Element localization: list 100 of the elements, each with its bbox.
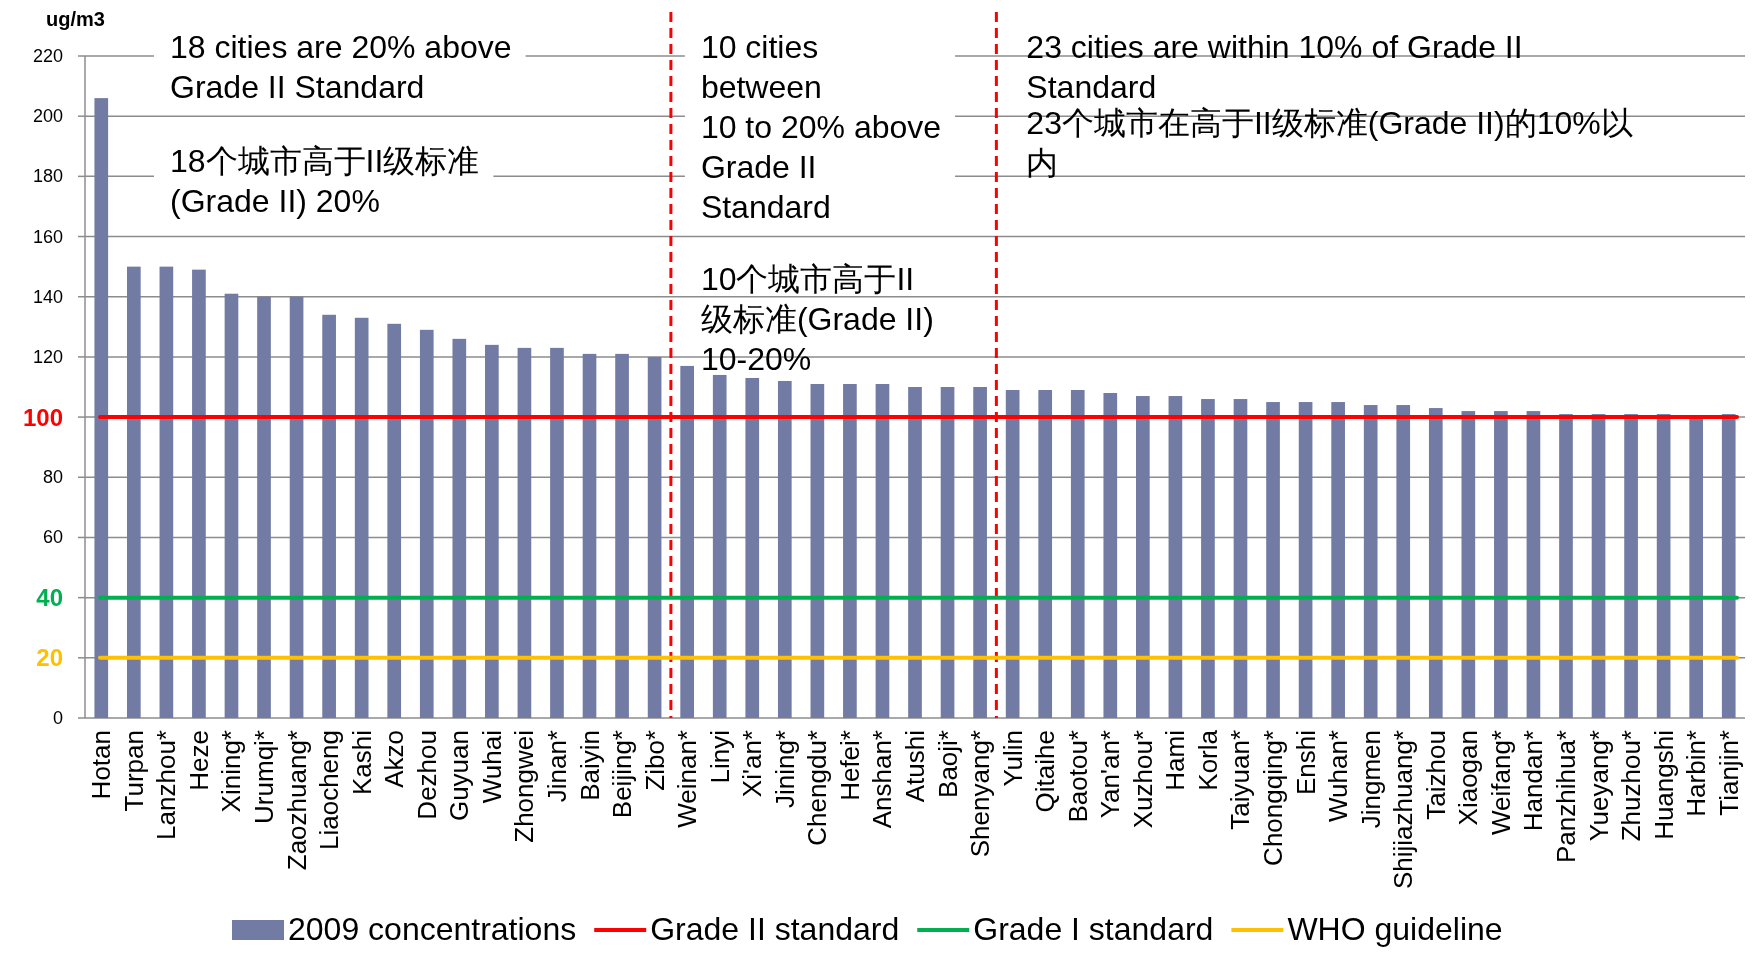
bar (550, 347, 564, 718)
x-tick-label: Yulin (997, 730, 1028, 787)
legend-label: WHO guideline (1287, 911, 1503, 947)
x-tick-label: Turpan (118, 730, 149, 812)
x-tick-label: Hefei* (834, 730, 865, 801)
bar (126, 266, 141, 718)
bar (1656, 414, 1671, 718)
bar (1591, 414, 1606, 718)
x-tick-label: Kashi (346, 730, 377, 796)
bar (647, 356, 662, 718)
bar (1689, 417, 1704, 718)
x-tick-label: Panzhihua* (1550, 730, 1581, 863)
x-tick-label: Shijiazhuang* (1388, 730, 1419, 890)
x-tick-label: Xiaogan (1453, 730, 1484, 826)
x-tick-label: Taizhou (1420, 730, 1451, 820)
bar (1136, 396, 1150, 718)
bar (419, 329, 434, 718)
x-tick-label: Linyi (704, 730, 735, 784)
bar (452, 338, 467, 718)
x-tick-label: Wuhan* (1323, 730, 1354, 823)
x-tick-label: Zibo* (639, 730, 670, 791)
y-tick-label: 20 (36, 644, 63, 672)
bar (1363, 405, 1378, 718)
annotation: 18 cities are 20% above Grade II Standard (170, 29, 512, 105)
bar (745, 377, 760, 718)
x-tick-label: Guyuan (444, 730, 475, 822)
bar (94, 98, 109, 718)
x-tick-label: Zhongwei (509, 730, 540, 843)
x-tick-label: Korla (1192, 729, 1223, 791)
y-tick-label: 120 (32, 346, 63, 367)
x-tick-label: Taiyuan* (1225, 730, 1256, 830)
y-tick-label: 0 (52, 708, 63, 728)
bar (973, 387, 987, 718)
bar (192, 269, 206, 718)
y-tick-label: 180 (32, 166, 63, 187)
x-tick-label: Xining* (216, 730, 247, 813)
x-tick-label: Akzo (379, 730, 410, 788)
bar (1233, 399, 1248, 718)
y-axis-title: ug/m3 (46, 8, 105, 30)
bar (908, 387, 922, 718)
bar (224, 293, 239, 718)
bar (1298, 402, 1313, 718)
x-tick-label: Handan* (1518, 730, 1549, 832)
annotation: 10个城市高于II级标准(Grade II) 10-20% (700, 261, 934, 377)
bar (1331, 402, 1345, 718)
annotation: 10 cities between 10 to 20% above Grade II Standard (700, 29, 942, 225)
y-tick-label: 220 (32, 46, 63, 66)
bar (1038, 390, 1053, 718)
bar (322, 314, 336, 718)
bar (1526, 411, 1541, 718)
x-tick-label: Urumqi* (249, 730, 280, 824)
bar (1624, 414, 1638, 718)
x-tick-label: Harbin* (1681, 730, 1712, 817)
bar (615, 353, 629, 718)
y-tick-label: 140 (32, 286, 63, 307)
x-tick-label: Xuzhou* (1127, 730, 1158, 829)
x-tick-label: Jingmen (1355, 730, 1386, 829)
y-tick-label: 80 (42, 467, 63, 488)
x-tick-label: Baotou* (1062, 730, 1093, 823)
bar (354, 317, 369, 718)
x-tick-label: Weinan* (672, 730, 703, 828)
bar (1721, 414, 1736, 718)
bar (1266, 402, 1280, 718)
annotation: 23 cities are within 10% of Grade II Standard (1026, 29, 1523, 105)
x-tick-label: Jining* (769, 730, 800, 809)
bar (1070, 390, 1085, 718)
x-tick-label: Xi'an* (737, 730, 768, 798)
legend-label: 2009 concentrations (288, 911, 577, 947)
bar (1005, 390, 1020, 718)
bar (582, 353, 597, 718)
x-tick-label: Huangshi (1648, 730, 1679, 840)
bar (387, 323, 402, 718)
bar (1428, 408, 1443, 718)
x-tick-label: Heze (183, 730, 214, 791)
x-tick-label: Jinan* (541, 730, 572, 803)
bar (257, 296, 271, 718)
x-tick-label: Beijing* (607, 730, 638, 819)
bar (159, 266, 174, 718)
x-tick-label: Chengdu* (802, 730, 833, 846)
x-tick-label: Zhuzhou* (1616, 730, 1647, 842)
x-tick-label: Wuhai (476, 730, 507, 804)
x-tick-label: Qitaihe (1030, 730, 1061, 813)
annotation: 18个城市高于II级标准(Grade II) 20% (170, 143, 480, 219)
bar (843, 383, 857, 718)
bar (517, 347, 532, 718)
bar (712, 374, 727, 718)
x-tick-label: Liaocheng (314, 730, 345, 850)
x-tick-label: Weifang* (1485, 730, 1516, 836)
x-tick-label: Yueyang* (1583, 730, 1614, 842)
x-tick-label: Dezhou (411, 730, 442, 820)
legend-label: Grade I standard (973, 911, 1214, 947)
bar (1168, 396, 1183, 718)
bar (1103, 393, 1118, 718)
y-tick-label: 100 (22, 403, 63, 431)
x-tick-label: Baiyin (574, 730, 605, 801)
y-tick-label: 200 (32, 106, 63, 127)
bar (289, 296, 304, 718)
annotation: 23个城市在高于II级标准(Grade II)的10%以内 (1026, 105, 1633, 181)
bar (1201, 399, 1215, 718)
legend-label: Grade II standard (650, 911, 900, 947)
